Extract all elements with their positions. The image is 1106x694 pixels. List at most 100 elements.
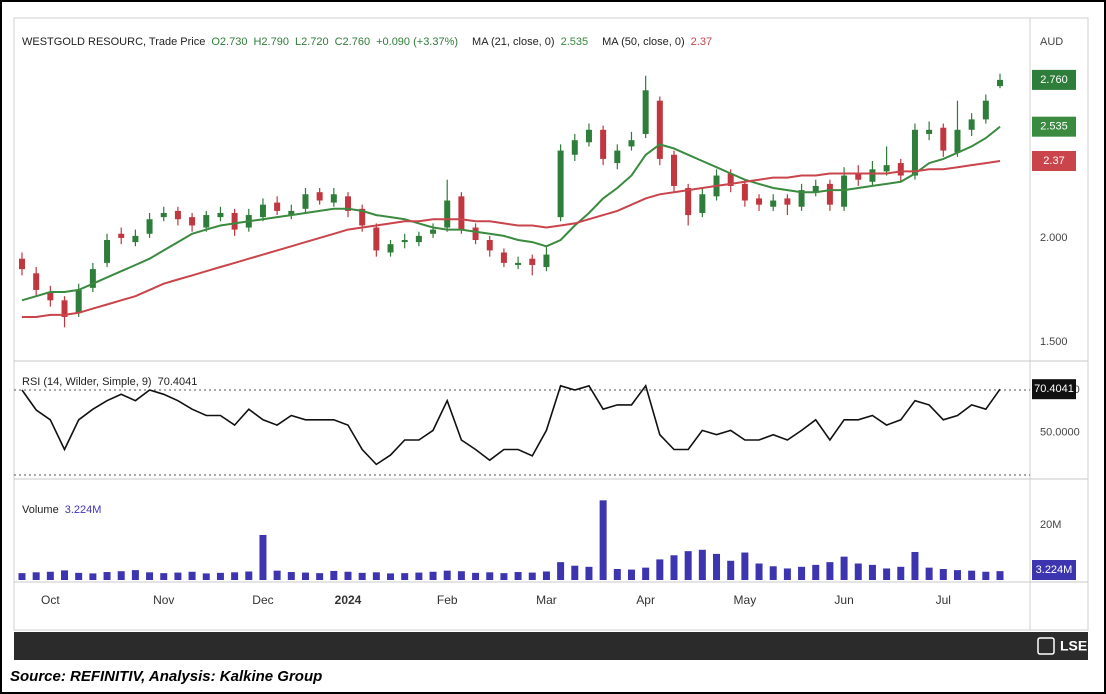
y-tick-label: 2.000 bbox=[1040, 232, 1068, 244]
price-tag-box bbox=[1032, 69, 1076, 90]
volume-bar bbox=[812, 564, 820, 580]
volume-bar bbox=[231, 572, 239, 580]
candle-body bbox=[401, 240, 408, 243]
volume-bar bbox=[684, 551, 692, 580]
legend-ma-name: MA (21, close, 0) bbox=[472, 36, 555, 48]
candle-body bbox=[458, 196, 465, 230]
candle-body bbox=[826, 183, 833, 205]
candle-body bbox=[954, 129, 961, 153]
legend: WESTGOLD RESOURC, Trade Price O2.730 H2.79… bbox=[22, 36, 712, 48]
volume-bar bbox=[939, 569, 947, 580]
volume-bar bbox=[301, 572, 309, 580]
volume-bar bbox=[18, 573, 26, 580]
legend-title: WESTGOLD RESOURC, Trade Price bbox=[22, 36, 205, 48]
volume-bar bbox=[32, 572, 40, 580]
volume-bar bbox=[911, 551, 919, 580]
volume-bar bbox=[982, 571, 990, 580]
volume-bar bbox=[202, 573, 210, 580]
plot-frame bbox=[13, 17, 1089, 631]
price-tag: 2.760 bbox=[1040, 74, 1068, 86]
moving-average bbox=[22, 160, 1001, 318]
ma-tag: 2.535 bbox=[1040, 121, 1068, 133]
candle-body bbox=[671, 154, 677, 186]
y-tick-label: 20M bbox=[1040, 519, 1061, 531]
legend-value: L2.720 bbox=[295, 36, 329, 48]
volume-bar bbox=[698, 549, 706, 580]
candle-body bbox=[330, 194, 337, 203]
y-tick-label: 50.0000 bbox=[1040, 426, 1080, 438]
x-tick-label: May bbox=[734, 593, 757, 607]
candle-body bbox=[515, 262, 522, 265]
volume-bar bbox=[656, 559, 664, 580]
volume-bar bbox=[174, 572, 182, 580]
volume-bar bbox=[741, 552, 749, 580]
volume-bar bbox=[826, 562, 834, 580]
footer-bar bbox=[14, 632, 1088, 660]
volume-bar bbox=[613, 569, 621, 580]
x-tick-label: Jul bbox=[936, 593, 951, 607]
candle-body bbox=[869, 169, 876, 182]
volume-bar bbox=[854, 563, 862, 580]
x-tick-label: 2024 bbox=[335, 593, 362, 607]
candle-body bbox=[217, 212, 224, 218]
legend-value: 3.224M bbox=[65, 504, 102, 516]
legend-value: 70.4041 bbox=[158, 376, 198, 388]
rsi-tag: 70.4041 bbox=[1034, 383, 1074, 395]
candle-body bbox=[784, 198, 791, 205]
volume-bar bbox=[627, 569, 635, 580]
volume-bar bbox=[953, 570, 961, 580]
candle-body bbox=[997, 79, 1003, 87]
volume-bar bbox=[429, 571, 437, 580]
candle-body bbox=[543, 254, 550, 268]
candle-body bbox=[288, 210, 295, 216]
legend-title: Volume bbox=[22, 504, 59, 516]
volume-bar bbox=[798, 566, 806, 580]
volume-bar bbox=[883, 568, 891, 580]
unit-label: AUD bbox=[1040, 36, 1063, 48]
legend-value: +0.090 (+3.37%) bbox=[376, 36, 458, 48]
candle-body bbox=[911, 129, 918, 176]
candle-body bbox=[600, 129, 607, 159]
candle-body bbox=[628, 140, 635, 147]
candle-body bbox=[259, 204, 266, 218]
candle-body bbox=[486, 240, 493, 251]
volume-bar bbox=[131, 570, 139, 580]
candle-body bbox=[160, 212, 167, 218]
volume-bar bbox=[755, 563, 763, 580]
legend-title: RSI (14, Wilder, Simple, 9) bbox=[22, 376, 152, 388]
volume-bar bbox=[160, 573, 168, 580]
volume-bar bbox=[330, 570, 338, 580]
x-tick-label: Mar bbox=[536, 593, 557, 607]
volume-bar bbox=[259, 534, 267, 580]
x-tick-label: Feb bbox=[437, 593, 458, 607]
candle-body bbox=[529, 258, 536, 265]
candle-body bbox=[118, 233, 125, 238]
x-tick-label: Apr bbox=[636, 593, 655, 607]
volume-bar bbox=[897, 566, 905, 580]
rsi-line bbox=[21, 384, 1001, 466]
candle-body bbox=[982, 100, 989, 120]
candle-body bbox=[968, 119, 975, 130]
volume-bar bbox=[344, 571, 352, 580]
volume-bar bbox=[472, 572, 480, 580]
volume-bar bbox=[514, 572, 522, 580]
candle-body bbox=[656, 100, 663, 159]
legend: Volume 3.224M bbox=[22, 504, 101, 516]
candle-body bbox=[33, 273, 40, 290]
volume-bar bbox=[840, 556, 848, 580]
x-tick-label: Oct bbox=[41, 593, 60, 607]
volume-bar bbox=[486, 572, 494, 580]
volume-bar bbox=[188, 571, 196, 580]
volume-bar bbox=[500, 573, 508, 580]
candle-body bbox=[132, 235, 139, 243]
candle-body bbox=[47, 292, 54, 301]
brand: LSEG bbox=[1060, 638, 1098, 654]
volume-bar bbox=[146, 572, 154, 580]
volume-bar bbox=[216, 572, 224, 580]
candle-body bbox=[146, 219, 153, 234]
source: Source: REFINITIV, Analysis: Kalkine Gro… bbox=[10, 668, 322, 685]
candle-body bbox=[727, 173, 734, 186]
volume-bar bbox=[925, 567, 933, 580]
legend-ma-value: 2.37 bbox=[691, 36, 712, 48]
